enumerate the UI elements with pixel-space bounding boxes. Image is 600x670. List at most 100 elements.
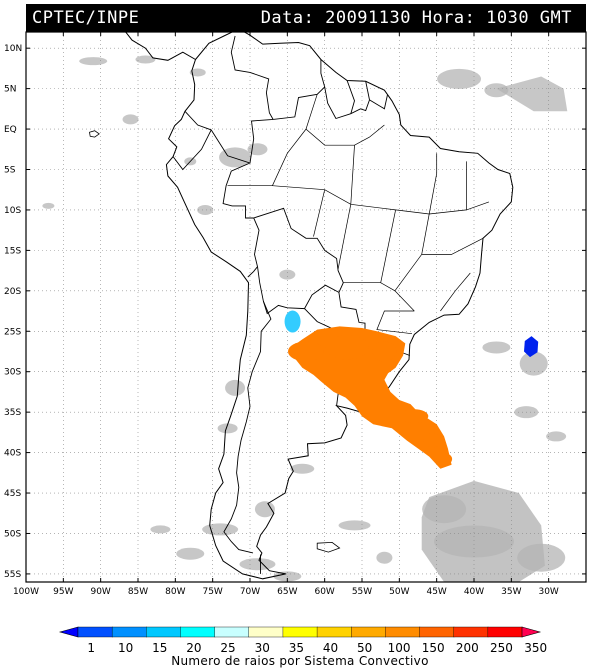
country-border [369, 95, 388, 110]
galapagos-islands [89, 130, 100, 138]
colorbar-label: 200 [455, 641, 479, 655]
south-america-coastline [165, 32, 514, 580]
cloud-patch [219, 147, 252, 168]
central-america-coastline [125, 32, 196, 61]
state-border [313, 189, 326, 237]
lat-label: 45S [4, 489, 21, 499]
colorbar-segment [146, 626, 182, 638]
lon-label: 35W [501, 587, 521, 597]
cloud-patch [290, 463, 315, 474]
country-border [346, 80, 355, 114]
colorbar-label: 10 [117, 641, 134, 655]
header-date-time: Data: 20091130 Hora: 1030 GMT [260, 8, 572, 28]
lon-label: 50W [389, 587, 409, 597]
lat-label: 30S [4, 368, 21, 378]
country-border [230, 35, 274, 120]
colorbar-arrow-low [58, 626, 79, 638]
cloud-patch [202, 523, 239, 536]
lon-label: 45W [426, 587, 446, 597]
country-border [253, 207, 344, 293]
lat-label: 55S [4, 570, 21, 580]
colorbar-label: 150 [421, 641, 445, 655]
colorbar-segment [180, 626, 216, 638]
cloud-patch [42, 202, 55, 209]
colorbar-title: Numero de raios por Sistema Convectivo [171, 654, 429, 668]
colorbar-segment [214, 626, 250, 638]
storm-system-orange [291, 326, 452, 469]
colorbar-segment [316, 626, 352, 638]
colorbar-label: 30 [254, 641, 270, 655]
colorbar-label: 20 [186, 641, 202, 655]
lat-label: 10N [4, 44, 22, 54]
colorbar-label: 350 [524, 641, 548, 655]
lon-label: 95W [53, 587, 73, 597]
cloud-patch [189, 68, 206, 77]
lon-label: 40W [464, 587, 484, 597]
colorbar-segment [111, 626, 147, 638]
colorbar-segment [453, 626, 489, 638]
colorbar-arrow-high [521, 626, 542, 638]
colorbar-label: 25 [220, 641, 236, 655]
lon-label: 60W [314, 587, 334, 597]
storm-system-cyan [284, 310, 301, 333]
lat-label: 25S [4, 327, 21, 337]
cloud-patch [376, 551, 393, 564]
storm-cell-orange [422, 433, 443, 448]
convective-systems [284, 310, 539, 469]
cloud-patch [239, 558, 276, 571]
lat-label: 20S [4, 287, 21, 297]
cloud-patch [254, 501, 275, 518]
lat-label: 5N [4, 85, 16, 95]
cloud-patch [176, 547, 205, 560]
lat-label: 40S [4, 449, 21, 459]
latitude-labels: 10N 5N EQ 5S 10S 15S 20S 25S 30S 35S 40S 45S 50S 55S [4, 44, 22, 580]
country-border [324, 81, 370, 120]
cloud-patch [217, 423, 238, 434]
colorbar-segment [419, 626, 455, 638]
state-border [305, 94, 385, 146]
cloud-patch [338, 520, 371, 531]
storm-system-blue [524, 336, 539, 358]
lat-label: 50S [4, 529, 21, 539]
cloud-patch [279, 269, 296, 280]
state-border [376, 310, 415, 335]
storm-cell-orange [436, 453, 453, 466]
lat-label: EQ [4, 125, 17, 135]
colorbar-label: 50 [357, 641, 373, 655]
cloud-patch [496, 76, 568, 112]
storm-cell-orange [400, 409, 429, 424]
cloud-patch [150, 525, 171, 534]
lat-label: 15S [4, 246, 21, 256]
lon-label: 65W [277, 587, 297, 597]
lat-label: 5S [4, 166, 16, 176]
state-border [337, 204, 352, 270]
colorbar-label: 100 [387, 641, 411, 655]
colorbar-label: 35 [288, 641, 304, 655]
colorbar [58, 626, 542, 638]
cloud-patch [437, 68, 482, 89]
colorbar-segment [77, 626, 113, 638]
colorbar-label: 250 [490, 641, 513, 655]
colorbar-segment [487, 626, 523, 638]
cloud-patch [421, 480, 545, 582]
lon-label: 30W [538, 587, 558, 597]
lat-label: 35S [4, 408, 21, 418]
state-border [440, 272, 471, 312]
lon-label: 80W [165, 587, 185, 597]
lon-label: 85W [128, 587, 148, 597]
state-border [227, 185, 430, 215]
country-border [172, 129, 212, 171]
storm-cell-orange [372, 341, 397, 362]
colorbar-segment [282, 626, 318, 638]
lon-label: 70W [240, 587, 260, 597]
country-border [184, 110, 274, 164]
storm-cell-orange [325, 335, 370, 360]
colorbar-label: 15 [152, 641, 168, 655]
cloud-patch [484, 83, 509, 98]
cloud-patch [482, 341, 511, 354]
falkland-islands [316, 541, 341, 553]
axis-ticks [26, 32, 586, 582]
colorbar-label: 40 [322, 641, 339, 655]
country-border [338, 292, 366, 337]
